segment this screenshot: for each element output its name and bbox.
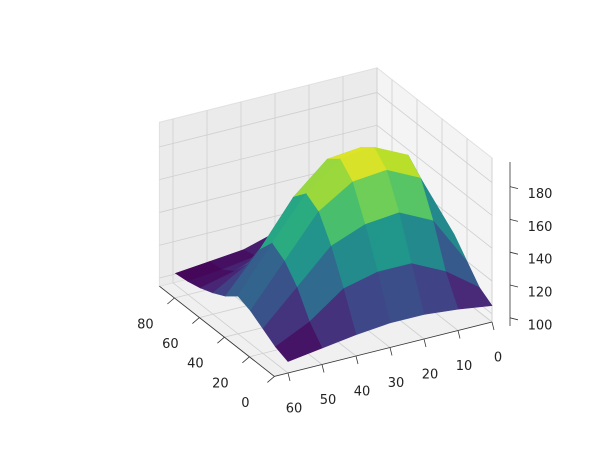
tick-mark [491, 321, 495, 331]
tick-mark [267, 376, 275, 383]
z-tick-label: 180 [528, 187, 553, 202]
z-tick-label: 100 [528, 318, 553, 333]
x-tick-label: 60 [286, 402, 303, 417]
tick-mark [509, 317, 519, 321]
grid-line [159, 124, 378, 181]
tick-mark [509, 186, 519, 189]
grid-line [376, 124, 493, 216]
tick-mark [192, 317, 200, 324]
y-tick-label: 0 [241, 396, 249, 411]
z-tick-label: 140 [528, 253, 553, 268]
x-tick-label: 20 [422, 368, 439, 383]
x-tick-label: 10 [456, 359, 473, 374]
tick-mark [389, 347, 393, 356]
grid-line [172, 282, 289, 374]
tick-mark [167, 297, 175, 305]
x-tick-label: 40 [354, 385, 371, 400]
x-tick-label: 50 [320, 393, 337, 408]
tick-mark [509, 284, 519, 288]
y-axis-line [159, 285, 275, 377]
tick-mark [287, 372, 291, 382]
tick-mark [242, 356, 250, 364]
tick-mark [457, 330, 461, 339]
tick-mark [217, 336, 225, 344]
grid-line [159, 92, 378, 148]
tick-mark [321, 364, 325, 373]
tick-mark [423, 338, 427, 348]
y-tick-label: 60 [162, 337, 179, 352]
tick-mark [509, 219, 519, 222]
surface-patch [275, 321, 323, 362]
y-tick-label: 40 [187, 357, 204, 372]
y-tick-label: 80 [137, 318, 154, 333]
z-tick-label: 160 [528, 220, 553, 235]
grid-line [376, 92, 493, 183]
z-tick-label: 120 [528, 286, 553, 301]
tick-mark [355, 355, 359, 365]
x-tick-label: 0 [494, 351, 502, 366]
x-axis-line [274, 321, 493, 377]
tick-mark [509, 251, 519, 255]
y-tick-label: 20 [212, 376, 229, 391]
x-tick-label: 30 [388, 376, 405, 391]
